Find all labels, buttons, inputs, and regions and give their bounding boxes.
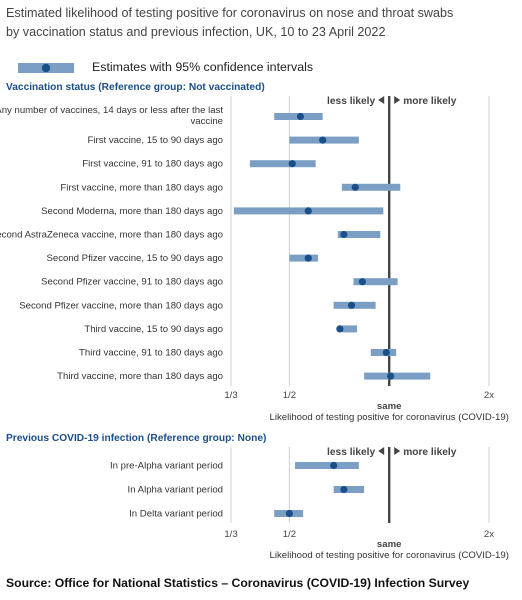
confidence-interval bbox=[341, 183, 401, 191]
forest-row: Third vaccine, 91 to 180 days ago bbox=[79, 348, 397, 359]
row-label: First vaccine, 15 to 90 days ago bbox=[88, 135, 223, 146]
point-estimate bbox=[351, 183, 359, 191]
tick-label: 1/3 bbox=[224, 390, 237, 401]
legend: Estimates with 95% confidence intervals bbox=[14, 58, 334, 80]
less-likely-label: less likely bbox=[327, 96, 375, 107]
point-estimate bbox=[319, 136, 327, 144]
forest-row: First vaccine, 15 to 90 days ago bbox=[88, 135, 359, 146]
row-label: Second Moderna, more than 180 days ago bbox=[41, 206, 223, 217]
forest-panel-2: Previous COVID-19 infection (Reference g… bbox=[6, 433, 509, 561]
legend-swatch-icon bbox=[18, 63, 74, 73]
tick-label: same bbox=[377, 539, 402, 550]
confidence-interval bbox=[295, 462, 359, 469]
row-label: Third vaccine, 15 to 90 days ago bbox=[84, 324, 223, 335]
forest-row: Second Pfizer vaccine, more than 180 day… bbox=[19, 300, 376, 311]
forest-row: Second Pfizer vaccine, 15 to 90 days ago bbox=[46, 253, 319, 264]
row-label: In Delta variant period bbox=[129, 509, 223, 520]
forest-row: Any number of vaccines, 14 days or less … bbox=[0, 105, 323, 127]
forest-row: Second Pfizer vaccine, 91 to 180 days ag… bbox=[41, 277, 398, 288]
row-label: Third vaccine, 91 to 180 days ago bbox=[79, 348, 223, 359]
forest-row: In Alpha variant period bbox=[128, 485, 365, 496]
forest-row: First vaccine, 91 to 180 days ago bbox=[82, 159, 316, 170]
forest-row: Third vaccine, 15 to 90 days ago bbox=[84, 324, 358, 335]
confidence-interval bbox=[289, 254, 319, 262]
point-estimate bbox=[304, 207, 312, 215]
point-estimate bbox=[347, 301, 356, 309]
chart-title-line-2: by vaccination status and previous infec… bbox=[6, 25, 386, 39]
point-estimate bbox=[304, 254, 312, 262]
point-estimate bbox=[330, 461, 338, 470]
more-likely-label: more likely bbox=[403, 96, 457, 107]
confidence-interval bbox=[353, 278, 398, 286]
row-label: Second Pfizer vaccine, more than 180 day… bbox=[19, 300, 223, 311]
confidence-interval bbox=[341, 325, 358, 333]
row-label: First vaccine, more than 180 days ago bbox=[60, 182, 223, 193]
row-label: vaccine bbox=[190, 116, 223, 127]
confidence-interval bbox=[333, 486, 365, 493]
point-estimate bbox=[336, 325, 344, 333]
point-estimate bbox=[285, 509, 293, 518]
forest-row: First vaccine, more than 180 days ago bbox=[60, 182, 401, 193]
confidence-interval bbox=[337, 231, 381, 238]
source-note: Source: Office for National Statistics –… bbox=[6, 576, 470, 590]
point-estimate bbox=[340, 230, 348, 239]
panel-title: Previous COVID-19 infection (Reference g… bbox=[6, 433, 266, 444]
point-estimate bbox=[382, 348, 390, 357]
point-estimate bbox=[358, 278, 366, 286]
point-estimate bbox=[296, 112, 305, 121]
point-estimate bbox=[340, 485, 348, 494]
row-label: In pre-Alpha variant period bbox=[110, 461, 223, 472]
forest-row: Third vaccine, more than 180 days ago bbox=[57, 371, 431, 382]
more-likely-label: more likely bbox=[403, 447, 457, 458]
x-axis-label: Likelihood of testing positive for coron… bbox=[269, 412, 508, 423]
panel-title: Vaccination status (Reference group: Not… bbox=[6, 82, 265, 93]
row-label: Second Pfizer vaccine, 91 to 180 days ag… bbox=[41, 277, 223, 288]
row-label: First vaccine, 91 to 180 days ago bbox=[82, 159, 223, 170]
arrow-left-icon bbox=[378, 96, 385, 104]
forest-panel-1: Vaccination status (Reference group: Not… bbox=[0, 82, 509, 423]
less-likely-label: less likely bbox=[327, 447, 375, 458]
forest-row: Second Moderna, more than 180 days ago bbox=[41, 206, 384, 217]
point-estimate bbox=[288, 160, 296, 168]
legend-label: Estimates with 95% confidence intervals bbox=[92, 60, 314, 74]
forest-row: In Delta variant period bbox=[129, 509, 304, 520]
chart-title: Estimated likelihood of testing positive… bbox=[6, 4, 511, 42]
row-label: In Alpha variant period bbox=[128, 485, 223, 496]
arrow-right-icon bbox=[394, 447, 401, 455]
tick-label: 2x bbox=[484, 529, 494, 540]
chart-title-line-1: Estimated likelihood of testing positive… bbox=[6, 6, 454, 20]
arrow-right-icon bbox=[394, 96, 401, 104]
x-axis-label: Likelihood of testing positive for coron… bbox=[269, 550, 508, 561]
row-label: Second AstraZeneca vaccine, more than 18… bbox=[0, 230, 223, 241]
point-estimate bbox=[387, 372, 395, 380]
tick-label: 1/2 bbox=[283, 390, 296, 401]
tick-label: same bbox=[377, 401, 402, 412]
forest-row: Second AstraZeneca vaccine, more than 18… bbox=[0, 230, 381, 241]
row-label: Third vaccine, more than 180 days ago bbox=[57, 371, 223, 382]
forest-row: In pre-Alpha variant period bbox=[110, 461, 359, 472]
confidence-interval bbox=[364, 372, 431, 380]
tick-label: 1/2 bbox=[283, 529, 296, 540]
arrow-left-icon bbox=[378, 447, 385, 455]
row-label: Any number of vaccines, 14 days or less … bbox=[0, 105, 223, 116]
row-label: Second Pfizer vaccine, 15 to 90 days ago bbox=[46, 253, 223, 264]
tick-label: 2x bbox=[484, 390, 494, 401]
tick-label: 1/3 bbox=[224, 529, 237, 540]
confidence-interval bbox=[249, 160, 316, 168]
